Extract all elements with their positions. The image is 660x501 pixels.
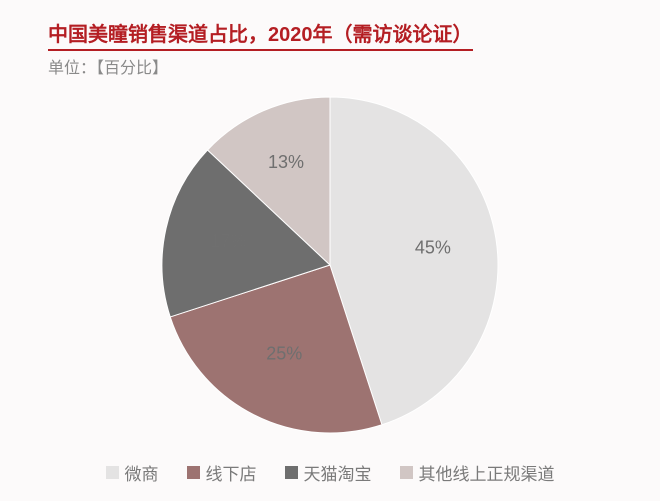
- legend-item: 线下店: [187, 460, 257, 485]
- legend-swatch: [187, 466, 200, 479]
- legend-swatch: [400, 466, 413, 479]
- legend-label: 微商: [125, 460, 159, 485]
- legend-label: 天猫淘宝: [304, 460, 372, 485]
- legend-item: 其他线上正规渠道: [400, 460, 555, 485]
- legend-label: 其他线上正规渠道: [419, 460, 555, 485]
- legend-item: 天猫淘宝: [285, 460, 372, 485]
- legend-swatch: [285, 466, 298, 479]
- legend-swatch: [106, 466, 119, 479]
- slice-label: 45%: [415, 237, 451, 257]
- pie-chart: 45% 25% 17% 13%: [0, 70, 660, 440]
- slice-label: 25%: [266, 344, 302, 364]
- chart-container: 中国美瞳销售渠道占比，2020年（需访谈论证） 单位：【百分比】 45%25%1…: [0, 0, 660, 501]
- legend: 微商 线下店 天猫淘宝 其他线上正规渠道: [0, 460, 660, 485]
- legend-item: 微商: [106, 460, 159, 485]
- chart-title: 中国美瞳销售渠道占比，2020年（需访谈论证）: [48, 18, 473, 51]
- legend-label: 线下店: [206, 460, 257, 485]
- pie-svg: 45% 25% 17% 13%: [0, 70, 660, 440]
- slice-label: 13%: [268, 152, 304, 172]
- slice-label: 17%: [210, 231, 246, 251]
